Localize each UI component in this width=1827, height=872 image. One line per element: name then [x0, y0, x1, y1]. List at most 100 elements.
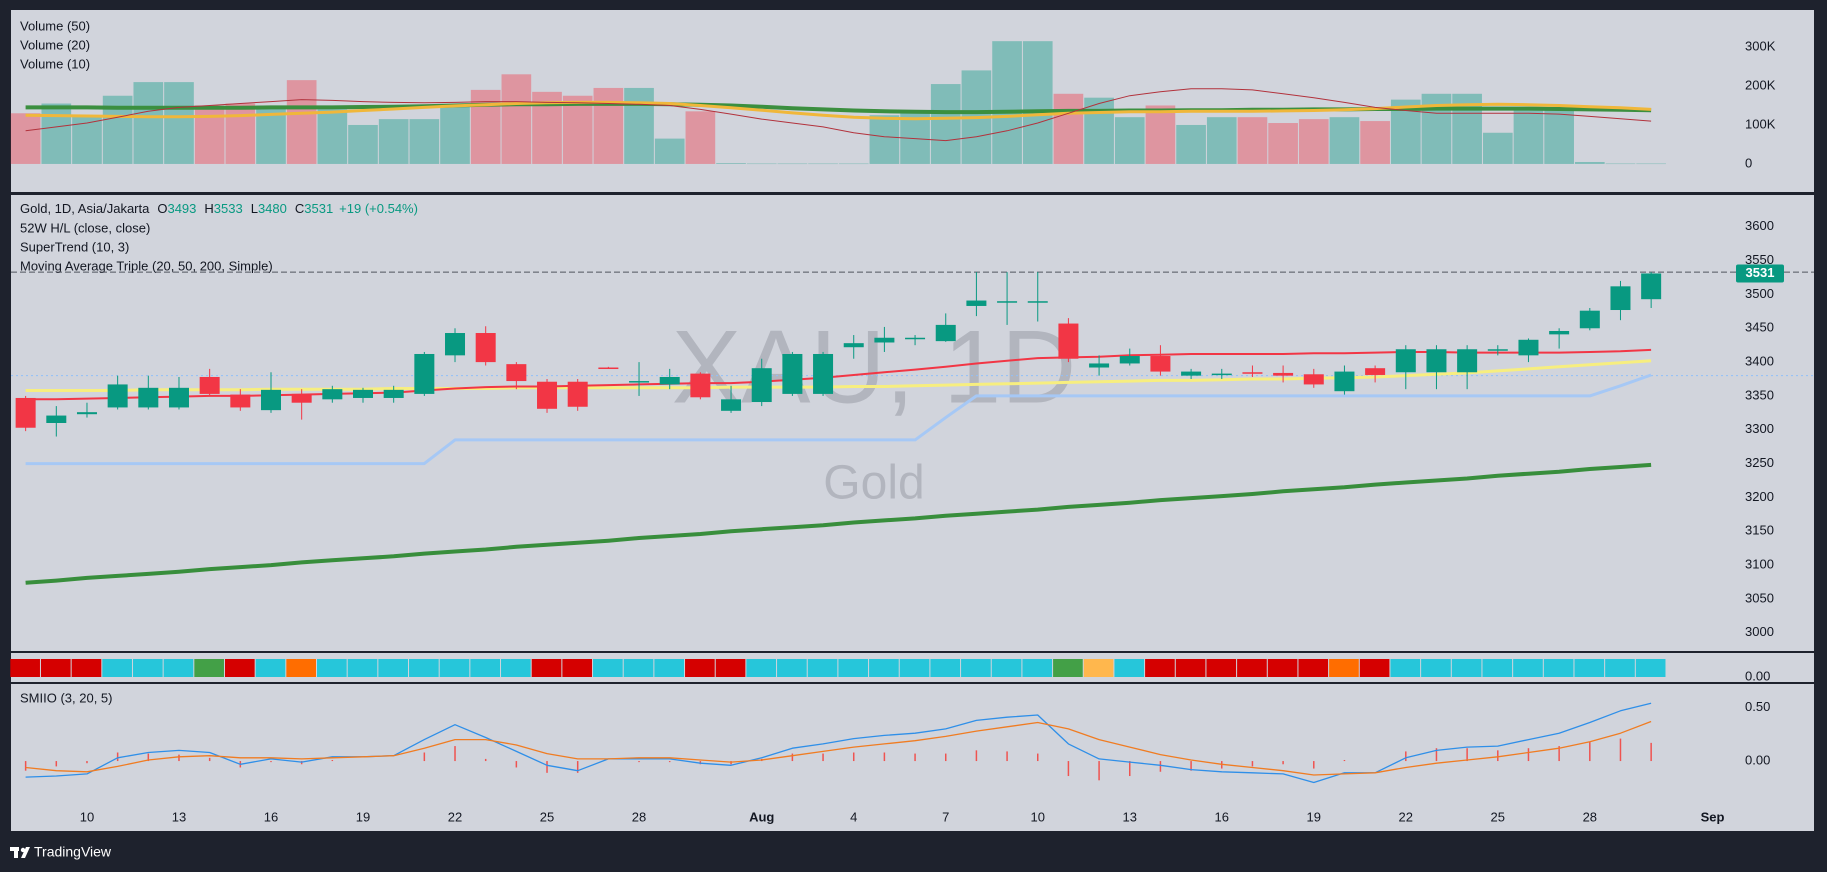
- strip-cell: [991, 659, 1022, 677]
- x-tick-label: Aug: [749, 809, 774, 824]
- candle-body: [1610, 286, 1631, 311]
- candle-body: [843, 343, 864, 348]
- volume-bar: [194, 105, 225, 164]
- y-tick-label: 100K: [1745, 116, 1776, 131]
- volume-bar: [1053, 93, 1084, 164]
- candle-body: [1273, 372, 1294, 376]
- indicator-legend: Moving Average Triple (20, 50, 200, Simp…: [20, 258, 273, 273]
- strip-cell: [777, 659, 807, 677]
- y-tick-label: 3500: [1745, 286, 1774, 301]
- strip-cell: [961, 659, 991, 677]
- volume-bar: [1237, 117, 1268, 164]
- candle-body: [1334, 371, 1355, 392]
- candle-body: [690, 373, 711, 398]
- x-tick-label: 16: [1215, 809, 1229, 824]
- strip-cell: [623, 659, 654, 677]
- strip-cell: [102, 659, 132, 677]
- candle-body: [1549, 330, 1570, 335]
- strip-cell: [1359, 659, 1390, 677]
- candle-body: [1058, 323, 1079, 359]
- volume-bar: [348, 124, 378, 164]
- price-tag: [1736, 264, 1784, 283]
- y-tick-label: 300K: [1745, 38, 1776, 53]
- volume-bar: [409, 119, 440, 164]
- volume-bar: [1206, 117, 1237, 164]
- y-tick-label: 3100: [1745, 557, 1774, 572]
- strip-cell: [317, 659, 347, 677]
- x-tick-label: 22: [1399, 809, 1413, 824]
- volume-bar: [1574, 161, 1605, 164]
- candle-body: [1487, 349, 1508, 351]
- x-tick-label: 4: [850, 809, 857, 824]
- strip-cell: [1329, 659, 1359, 677]
- indicator-legend: SuperTrend (10, 3): [20, 239, 129, 254]
- x-tick-label: 13: [172, 809, 186, 824]
- line: [25, 88, 1652, 142]
- candle-body: [1242, 372, 1263, 374]
- volume-bar: [1482, 132, 1513, 164]
- strip-cell: [899, 659, 930, 677]
- x-tick-label: 28: [632, 809, 646, 824]
- y-tick-label: 0.00: [1745, 752, 1770, 767]
- strip-cell: [1390, 659, 1421, 677]
- strip-cell: [1298, 659, 1329, 677]
- y-tick-label: 3000: [1745, 624, 1774, 639]
- y-tick-label: 3150: [1745, 523, 1774, 538]
- strip-cell: [1482, 659, 1513, 677]
- line: [25, 359, 1652, 392]
- strip-cell: [1574, 659, 1605, 677]
- candle-body: [782, 353, 803, 394]
- x-tick-label: 19: [1307, 809, 1321, 824]
- candle-body: [1579, 310, 1600, 329]
- candle-body: [138, 387, 159, 408]
- y-tick-label: 3550: [1745, 252, 1774, 267]
- volume-bar: [716, 163, 746, 164]
- strip-cell: [562, 659, 593, 677]
- volume-bar: [470, 89, 501, 164]
- volume-bar: [1298, 119, 1329, 164]
- y-tick-label: 3600: [1745, 218, 1774, 233]
- volume-bar: [133, 82, 164, 164]
- candle-body: [475, 333, 496, 363]
- volume-bar: [1360, 121, 1390, 164]
- y-tick-label: 3300: [1745, 421, 1774, 436]
- candle-body: [506, 364, 527, 382]
- strip-cell: [1513, 659, 1543, 677]
- strip-cell: [1114, 659, 1145, 677]
- volume-bar: [838, 163, 869, 165]
- logo: [10, 847, 30, 858]
- candle-body: [107, 384, 128, 408]
- y-tick-label: 3450: [1745, 320, 1774, 335]
- y-tick-label: 0.00: [1745, 669, 1770, 684]
- brand[interactable]: TradingView: [34, 844, 112, 860]
- strip-cell: [194, 659, 224, 677]
- change: +19 (+0.54%): [339, 201, 418, 216]
- strip-cell: [654, 659, 685, 677]
- candle-body: [1303, 374, 1324, 385]
- strip-cell: [378, 659, 409, 677]
- x-tick-label: 10: [80, 809, 94, 824]
- y-tick-label: 3250: [1745, 455, 1774, 470]
- watermark: Gold: [823, 457, 924, 510]
- legend-entry: Volume (10): [20, 56, 90, 71]
- ohlc-letter: C: [295, 201, 304, 216]
- line: [25, 462, 1652, 585]
- strip-cell: [470, 659, 501, 677]
- strip-cell: [1605, 659, 1635, 677]
- candle-body: [383, 389, 404, 398]
- y-tick-label: 3050: [1745, 590, 1774, 605]
- x-tick-label: 22: [448, 809, 462, 824]
- candle-body: [199, 376, 220, 394]
- x-tick-label: 13: [1123, 809, 1137, 824]
- volume-bar: [562, 95, 593, 164]
- volume-bar: [1329, 117, 1360, 164]
- ohlc-letter: O: [157, 201, 167, 216]
- strip-cell: [746, 659, 777, 677]
- strip-cell: [1053, 659, 1083, 677]
- strip-cell: [1237, 659, 1267, 677]
- volume-bar: [624, 87, 654, 164]
- volume-bar: [1268, 123, 1298, 164]
- volume-pane: [11, 10, 1814, 192]
- pane-title: SMIIO (3, 20, 5): [20, 690, 112, 705]
